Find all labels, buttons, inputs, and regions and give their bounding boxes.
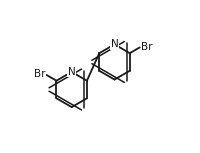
Text: Br: Br <box>34 69 45 79</box>
Text: N: N <box>68 67 76 77</box>
Text: N: N <box>111 39 118 49</box>
Text: Br: Br <box>141 42 153 52</box>
